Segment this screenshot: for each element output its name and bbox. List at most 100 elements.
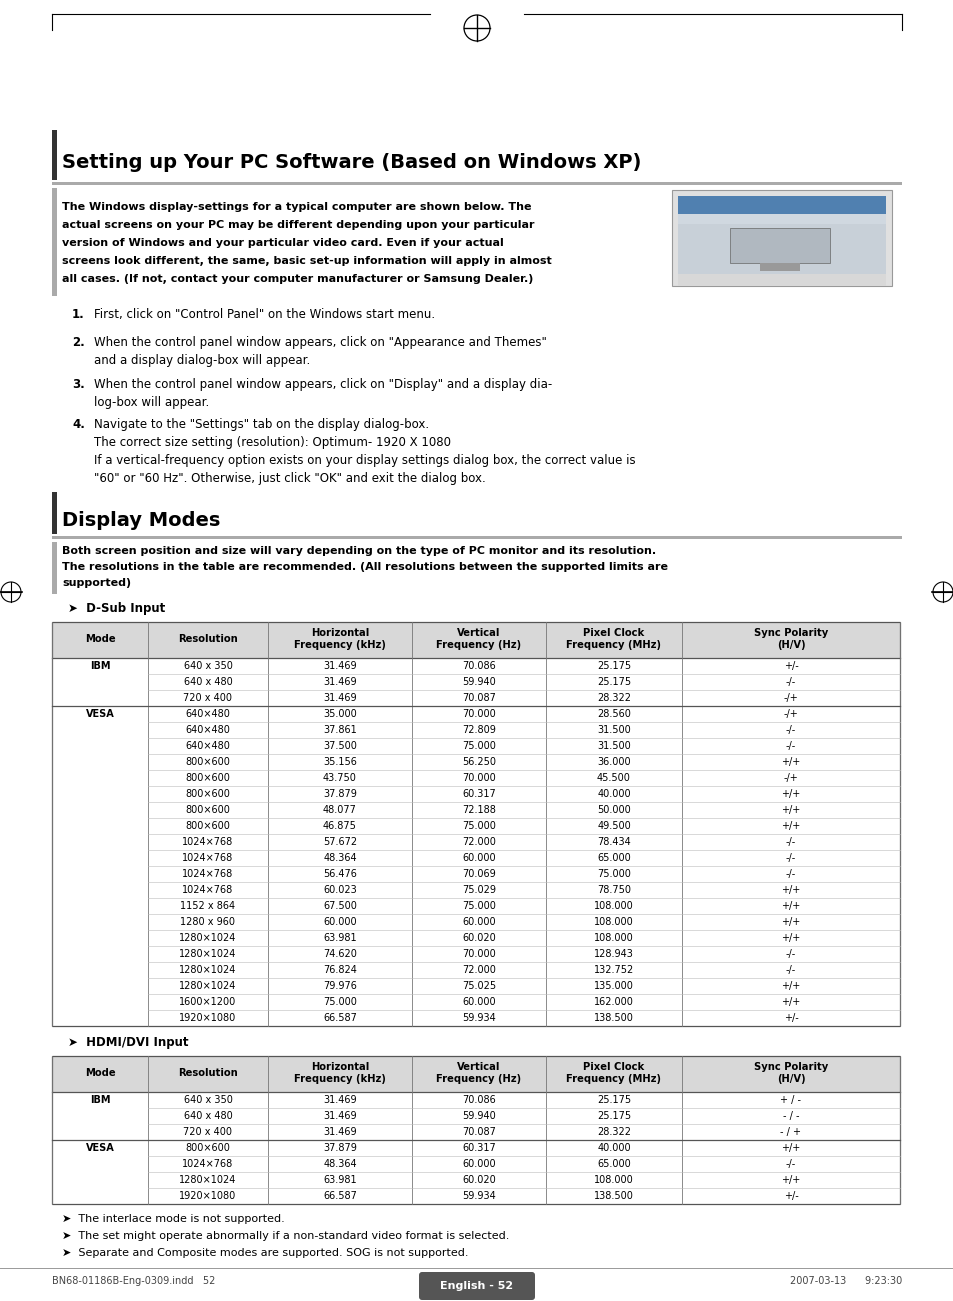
Text: 800×600: 800×600 [186,773,231,783]
Text: -/+: -/+ [782,709,798,719]
Text: 1152 x 864: 1152 x 864 [180,902,235,911]
Text: +/+: +/+ [781,933,800,943]
Text: 138.500: 138.500 [594,1013,634,1023]
Text: 75.000: 75.000 [461,742,496,751]
Text: 65.000: 65.000 [597,1159,630,1170]
Text: Resolution: Resolution [178,1068,237,1079]
Text: 75.000: 75.000 [461,821,496,831]
Text: 48.364: 48.364 [323,1159,356,1170]
Text: 56.250: 56.250 [461,757,496,768]
Bar [52,492,57,533]
Text: 65.000: 65.000 [597,853,630,863]
Text: 25.175: 25.175 [597,661,630,671]
Text: 31.469: 31.469 [323,1111,356,1121]
Text: +/+: +/+ [781,981,800,991]
Text: 70.000: 70.000 [461,948,496,959]
Text: 70.000: 70.000 [461,709,496,719]
Text: +/-: +/- [782,1013,798,1023]
Text: 60.020: 60.020 [461,1175,496,1185]
Text: 56.476: 56.476 [323,869,356,879]
Text: 70.086: 70.086 [461,1095,496,1105]
Text: actual screens on your PC may be different depending upon your particular: actual screens on your PC may be differe… [62,220,534,230]
Text: 720 x 400: 720 x 400 [183,1127,233,1137]
Text: 63.981: 63.981 [323,933,356,943]
Text: 57.672: 57.672 [323,837,356,847]
Bar [52,130,57,180]
Text: +/+: +/+ [781,917,800,928]
Text: supported): supported) [62,578,131,588]
Text: screens look different, the same, basic set-up information will apply in almost: screens look different, the same, basic … [62,256,551,265]
Bar [671,190,891,286]
Text: 1920×1080: 1920×1080 [179,1013,236,1023]
Text: 800×600: 800×600 [186,805,231,814]
Text: English - 52: English - 52 [440,1281,513,1291]
Text: 60.317: 60.317 [461,788,496,799]
Text: -/-: -/- [785,948,796,959]
Bar [678,196,885,213]
Text: 108.000: 108.000 [594,1175,633,1185]
Text: 72.188: 72.188 [461,805,496,814]
Text: Sync Polarity
(H/V): Sync Polarity (H/V) [753,1062,827,1084]
Text: 72.809: 72.809 [461,725,496,735]
Text: 31.500: 31.500 [597,725,630,735]
Text: Pixel Clock
Frequency (MHz): Pixel Clock Frequency (MHz) [566,1062,660,1084]
Text: 800×600: 800×600 [186,757,231,768]
Text: -/+: -/+ [782,693,798,703]
Text: -/-: -/- [785,853,796,863]
Text: 1024×768: 1024×768 [182,837,233,847]
Text: 59.934: 59.934 [461,1190,496,1201]
Text: 800×600: 800×600 [186,788,231,799]
Text: 1.: 1. [71,308,85,321]
Text: 1024×768: 1024×768 [182,1159,233,1170]
Text: 74.620: 74.620 [323,948,356,959]
Text: 720 x 400: 720 x 400 [183,693,233,703]
Text: 59.934: 59.934 [461,1013,496,1023]
Text: 35.000: 35.000 [323,709,356,719]
Text: 35.156: 35.156 [323,757,356,768]
Text: 76.824: 76.824 [323,965,356,974]
Bar [760,263,800,271]
Text: ➤  The set might operate abnormally if a non-standard video format is selected.: ➤ The set might operate abnormally if a … [62,1231,509,1241]
Text: 50.000: 50.000 [597,805,630,814]
Text: 640×480: 640×480 [186,742,231,751]
Text: + / -: + / - [780,1095,801,1105]
Text: 640×480: 640×480 [186,725,231,735]
Text: 66.587: 66.587 [323,1013,356,1023]
Text: -/-: -/- [785,1159,796,1170]
Text: The correct size setting (resolution): Optimum- 1920 X 1080: The correct size setting (resolution): O… [94,436,451,449]
Text: 1920×1080: 1920×1080 [179,1190,236,1201]
Text: +/+: +/+ [781,805,800,814]
Bar [52,543,57,595]
Bar [678,213,885,224]
Text: 1280 x 960: 1280 x 960 [180,917,235,928]
Text: 37.879: 37.879 [323,1144,356,1153]
Text: - / +: - / + [780,1127,801,1137]
Text: 25.175: 25.175 [597,677,630,687]
Text: Display Modes: Display Modes [62,510,220,530]
Text: 59.940: 59.940 [461,677,496,687]
Text: 25.175: 25.175 [597,1111,630,1121]
Text: 59.940: 59.940 [461,1111,496,1121]
Text: IBM: IBM [90,1095,111,1105]
Text: 70.086: 70.086 [461,661,496,671]
Text: "60" or "60 Hz". Otherwise, just click "OK" and exit the dialog box.: "60" or "60 Hz". Otherwise, just click "… [94,472,485,485]
Text: 46.875: 46.875 [323,821,356,831]
Text: 1600×1200: 1600×1200 [179,997,236,1007]
Text: 640 x 480: 640 x 480 [183,677,233,687]
Text: 63.981: 63.981 [323,1175,356,1185]
Text: 37.879: 37.879 [323,788,356,799]
Text: 75.025: 75.025 [461,981,496,991]
Text: 66.587: 66.587 [323,1190,356,1201]
Text: 28.322: 28.322 [597,693,630,703]
Text: VESA: VESA [86,1144,114,1153]
Bar [729,228,829,263]
Text: 72.000: 72.000 [461,837,496,847]
Text: ➤  D-Sub Input: ➤ D-Sub Input [68,602,165,615]
Bar [678,224,885,275]
Text: 31.469: 31.469 [323,677,356,687]
Text: Both screen position and size will vary depending on the type of PC monitor and : Both screen position and size will vary … [62,546,656,556]
Text: 75.000: 75.000 [597,869,630,879]
Text: 4.: 4. [71,418,85,431]
Text: 162.000: 162.000 [594,997,634,1007]
Text: 60.000: 60.000 [461,917,496,928]
